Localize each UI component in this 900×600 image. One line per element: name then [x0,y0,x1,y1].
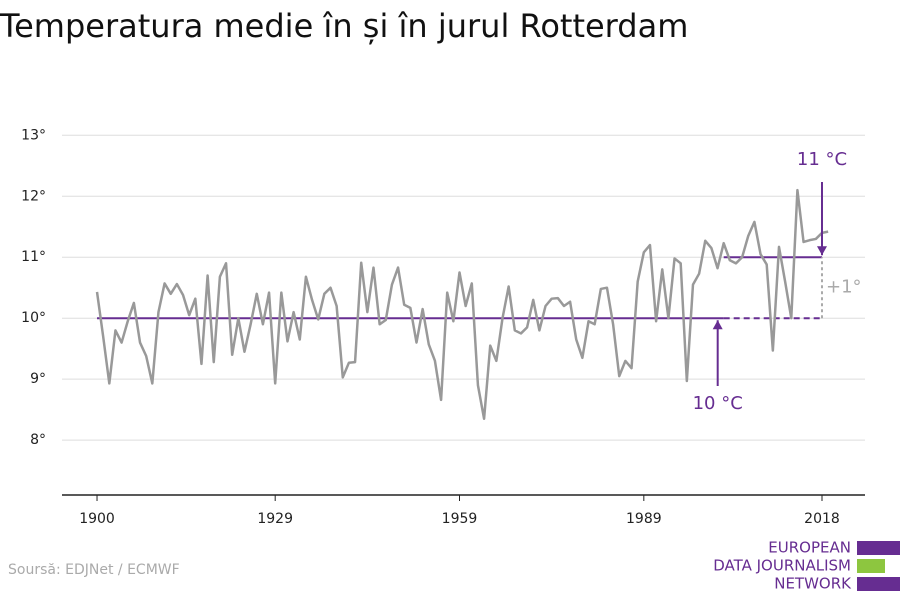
source: Soursă: EDJNet / ECMWF [8,562,180,578]
x-tick-label: 1989 [626,511,662,527]
y-tick-label: 9° [30,371,46,387]
logo-text: NETWORK [774,575,852,593]
logo-text: EUROPEAN [768,539,851,557]
recent-arrow-head [816,246,827,256]
baseline-label: 10 °C [693,393,743,414]
y-tick-label: 11° [21,249,46,265]
change-label: +1° [826,277,862,298]
y-tick-label: 8° [30,432,46,448]
y-tick-label: 13° [21,127,46,143]
baseline-arrow-head [712,320,723,330]
logo-text: DATA JOURNALISM [713,557,851,575]
series-line [95,188,829,421]
chart-title: Temperatura medie în și în jurul Rotterd… [0,7,688,45]
x-tick-label: 1959 [442,511,478,527]
x-tick-label: 1900 [79,511,115,527]
logo-bar [857,559,885,573]
x-tick-label: 1929 [257,511,293,527]
logo-bar [857,541,900,555]
y-tick-label: 12° [21,188,46,204]
logo-bar [857,577,900,591]
recent-label: 11 °C [797,149,847,170]
y-tick-label: 10° [21,310,46,326]
x-tick-label: 2018 [804,511,840,527]
